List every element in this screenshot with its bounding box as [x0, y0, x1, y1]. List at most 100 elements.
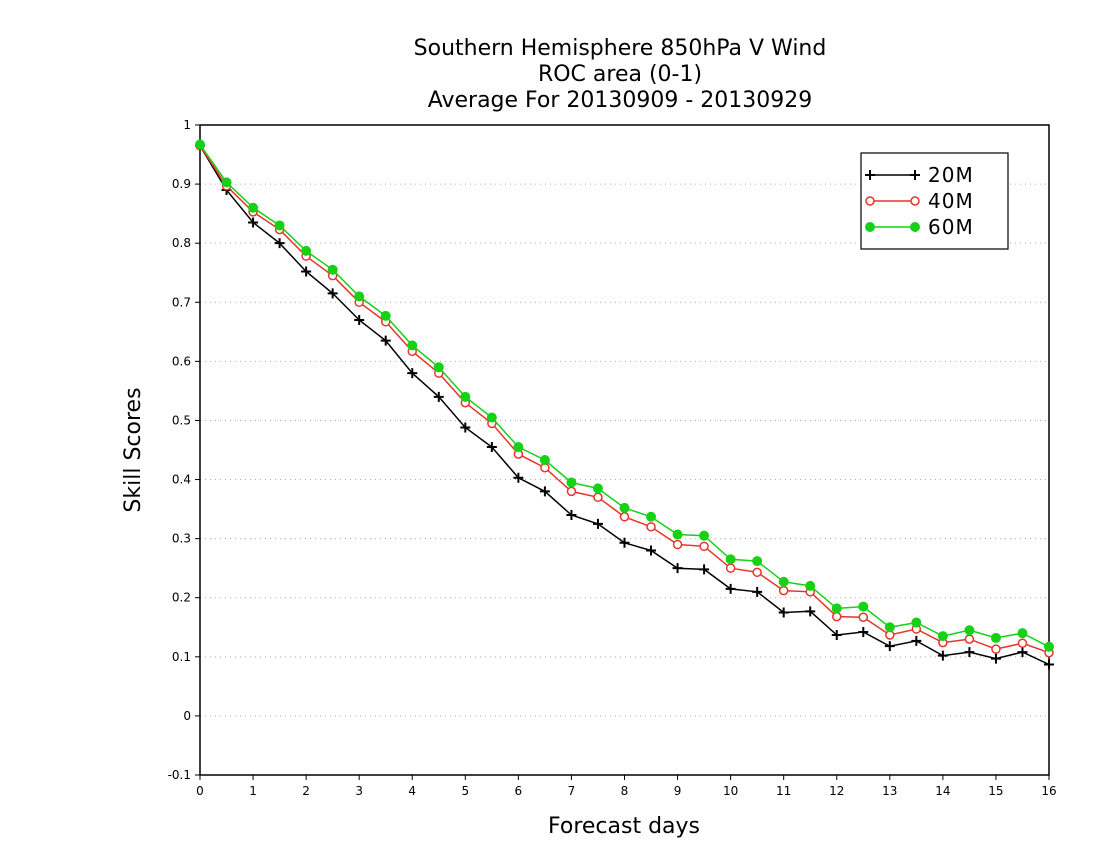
- y-tick-label: 0.4: [172, 473, 191, 487]
- data-point-40M: [778, 585, 789, 596]
- legend-label-20M: 20M: [928, 163, 974, 187]
- legend-marker-60M: [865, 222, 875, 232]
- data-point-20M: [354, 315, 365, 325]
- data-point-60M: [990, 632, 1001, 643]
- data-point-20M: [1044, 659, 1054, 670]
- data-point-40M: [725, 563, 736, 573]
- grid-lines: [200, 183, 1049, 717]
- data-point-40M: [752, 567, 762, 578]
- x-tick-label: 10: [723, 784, 738, 798]
- data-point-60M: [301, 245, 312, 256]
- data-point-40M: [619, 512, 630, 522]
- legend-marker-20M: [865, 170, 875, 180]
- series-layer: [195, 139, 1054, 670]
- x-tick-label: 9: [674, 784, 682, 798]
- data-point-60M: [858, 601, 869, 612]
- data-point-20M: [566, 510, 577, 520]
- y-tick-label: 0.2: [172, 591, 191, 605]
- data-point-60M: [380, 310, 391, 321]
- legend-marker-60M: [910, 222, 920, 232]
- x-tick-label: 3: [355, 784, 363, 798]
- data-point-60M: [433, 362, 444, 373]
- data-point-60M: [937, 631, 948, 642]
- series-60M: [195, 139, 1054, 652]
- x-tick-label: 6: [515, 784, 523, 798]
- y-tick-label: 1: [183, 118, 191, 132]
- data-point-40M: [646, 522, 656, 532]
- data-point-60M: [513, 442, 524, 453]
- data-point-60M: [646, 511, 657, 522]
- data-point-40M: [566, 486, 577, 497]
- data-point-60M: [964, 625, 975, 636]
- legend-marker-20M: [910, 170, 920, 180]
- y-tick-label: 0.6: [172, 354, 191, 368]
- y-tick-label: 0.5: [172, 413, 191, 427]
- data-point-20M: [1017, 647, 1028, 658]
- y-tick-label: 0.1: [172, 650, 191, 664]
- data-point-20M: [592, 518, 603, 529]
- data-point-20M: [805, 606, 816, 617]
- data-point-20M: [964, 647, 975, 658]
- data-point-60M: [539, 455, 550, 466]
- x-tick-label: 7: [568, 784, 576, 798]
- chart-title-line-3: Average For 20130909 - 20130929: [427, 88, 813, 113]
- x-tick-label: 13: [882, 784, 897, 798]
- data-point-20M: [831, 629, 842, 640]
- x-tick-label: 0: [196, 784, 204, 798]
- x-tick-label: 4: [408, 784, 416, 798]
- data-point-20M: [778, 607, 789, 618]
- data-point-20M: [884, 641, 895, 652]
- data-point-60M: [911, 617, 922, 628]
- data-point-40M: [699, 541, 709, 552]
- x-tick-label: 16: [1041, 784, 1056, 798]
- legend-marker-40M: [865, 196, 875, 206]
- data-point-40M: [1017, 638, 1028, 648]
- y-tick-label: 0: [183, 709, 191, 723]
- data-point-40M: [964, 634, 975, 644]
- data-point-60M: [592, 483, 603, 494]
- data-point-60M: [486, 412, 497, 423]
- data-point-60M: [672, 529, 683, 540]
- data-point-20M: [699, 564, 710, 575]
- data-point-20M: [407, 368, 418, 379]
- x-axis-label: Forecast days: [548, 814, 700, 839]
- data-point-20M: [672, 563, 683, 574]
- data-point-60M: [884, 622, 895, 633]
- data-point-40M: [593, 492, 603, 503]
- legend-label-60M: 60M: [928, 215, 974, 239]
- data-point-20M: [619, 537, 630, 548]
- y-tick-label: 0.7: [172, 295, 191, 309]
- x-tick-label: 15: [988, 784, 1003, 798]
- data-point-20M: [433, 391, 444, 402]
- data-point-60M: [248, 202, 259, 213]
- x-tick-label: 12: [829, 784, 844, 798]
- legend-marker-40M: [910, 196, 920, 206]
- data-point-60M: [1044, 641, 1054, 652]
- data-point-20M: [725, 583, 736, 594]
- data-point-60M: [354, 291, 365, 302]
- data-point-20M: [380, 335, 391, 346]
- data-point-60M: [221, 177, 232, 188]
- x-tick-label: 2: [302, 784, 310, 798]
- data-point-20M: [248, 217, 259, 228]
- data-point-60M: [566, 477, 577, 488]
- y-tick-label: 0.8: [172, 236, 191, 250]
- data-point-60M: [831, 603, 842, 614]
- chart-title-line-2: ROC area (0-1): [537, 62, 703, 87]
- legend-label-40M: 40M: [928, 189, 974, 213]
- legend-item-60M: 60M: [865, 215, 974, 239]
- data-point-20M: [486, 442, 497, 453]
- legend-item-20M: 20M: [865, 163, 974, 187]
- axis-ticks: -0.100.10.20.30.40.50.60.70.80.910 1 2 3 4 5 6…: [168, 118, 1057, 798]
- data-point-40M: [672, 539, 683, 550]
- data-point-60M: [699, 530, 710, 541]
- legend-box: [860, 152, 1009, 250]
- x-tick-label: 14: [935, 784, 950, 798]
- data-point-20M: [327, 288, 338, 299]
- chart-title-line-1: Southern Hemisphere 850hPa V Wind: [413, 36, 827, 61]
- data-point-60M: [195, 139, 205, 150]
- data-point-20M: [460, 422, 471, 433]
- y-tick-label: 0.3: [172, 532, 191, 546]
- data-point-20M: [646, 545, 657, 556]
